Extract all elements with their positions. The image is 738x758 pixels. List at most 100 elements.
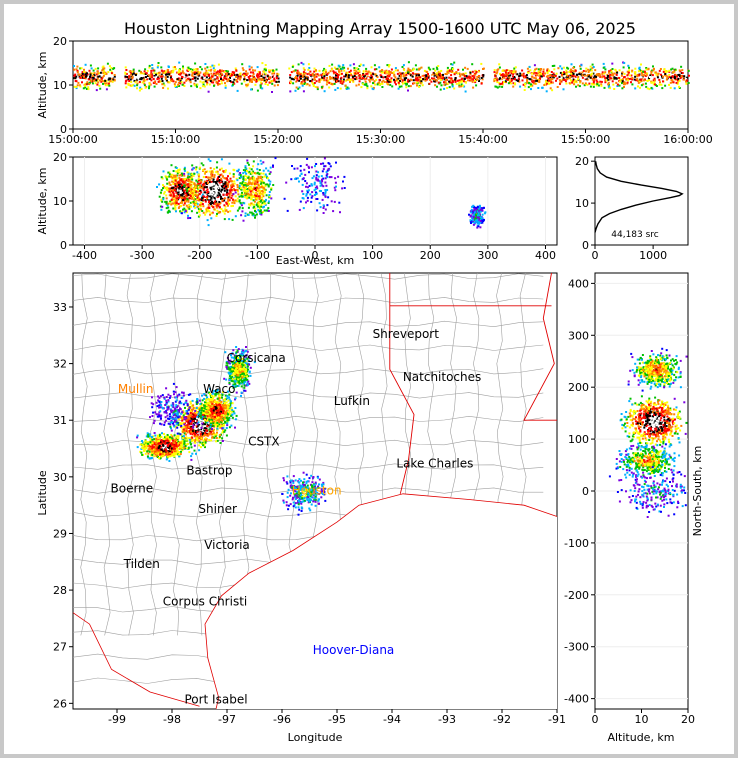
east-west-point: [188, 189, 190, 192]
time-height-point: [151, 67, 154, 70]
east-west-point: [247, 214, 250, 216]
east-west-point: [202, 205, 205, 208]
time-height-point: [156, 72, 159, 75]
east-west-point: [261, 202, 264, 204]
time-height-point: [171, 70, 174, 73]
east-west-point: [195, 190, 198, 193]
time-height-point: [590, 73, 593, 76]
time-height-point: [314, 73, 317, 76]
time-height-point: [459, 75, 462, 78]
time-height-point: [678, 85, 680, 88]
east-west-point: [257, 187, 260, 189]
time-height-point: [176, 78, 179, 81]
time-height-point: [480, 82, 483, 85]
time-height-point: [346, 86, 349, 89]
time-height-point: [134, 81, 137, 84]
east-west-point: [243, 189, 246, 192]
east-west-point: [183, 166, 186, 169]
time-height-point: [102, 82, 104, 85]
time-height-point: [83, 68, 85, 71]
east-west-point: [199, 179, 202, 182]
east-west-point: [164, 175, 167, 178]
figure-svg: Houston Lightning Mapping Array 1500-160…: [36, 19, 713, 744]
time-height-point: [578, 85, 581, 88]
east-west-point: [184, 192, 187, 195]
map-point: [220, 423, 223, 426]
time-height-point: [346, 78, 349, 81]
east-west-point: [258, 204, 261, 207]
east-west-point: [257, 183, 260, 186]
east-west-point: [209, 195, 211, 198]
east-west-point: [202, 187, 205, 190]
time-height-point: [296, 79, 299, 82]
time-height-point: [380, 71, 383, 74]
time-height-point: [153, 72, 156, 75]
east-west-point: [179, 185, 181, 188]
east-west-point: [174, 184, 177, 187]
time-height-point: [364, 80, 367, 83]
east-west-point: [250, 186, 253, 189]
time-height-point: [626, 77, 629, 80]
time-height-point: [136, 84, 139, 87]
east-west-point: [229, 210, 232, 213]
east-west-point: [254, 216, 256, 219]
map-point: [187, 419, 190, 422]
time-height-point: [463, 75, 466, 77]
east-west-point: [246, 195, 249, 198]
time-height-point: [148, 87, 150, 90]
east-west-point: [184, 210, 187, 213]
east-west-point: [242, 184, 245, 187]
time-height-point: [563, 72, 566, 75]
time-height-point: [470, 76, 473, 79]
east-west-point: [320, 190, 322, 192]
map-point: [211, 436, 214, 439]
time-height-point: [448, 80, 451, 83]
east-west-point: [332, 210, 335, 213]
time-height-point: [394, 69, 397, 72]
time-height-point: [231, 71, 234, 74]
map-point: [201, 433, 204, 436]
time-height-point: [153, 80, 156, 83]
time-height-point: [498, 85, 501, 88]
east-west-point: [200, 180, 203, 183]
time-height-point: [676, 75, 679, 78]
time-height-point: [83, 77, 86, 79]
east-west-point: [259, 175, 262, 178]
east-west-point: [190, 185, 193, 188]
time-height-point: [394, 67, 397, 70]
time-height-point: [310, 73, 313, 76]
time-height-point: [482, 67, 485, 70]
east-west-point: [186, 171, 189, 174]
time-height-point: [598, 73, 601, 76]
time-height-point: [627, 64, 630, 67]
map-point: [213, 436, 216, 439]
time-height-point: [203, 85, 206, 88]
time-height-point: [277, 73, 280, 76]
east-west-point: [244, 192, 247, 195]
time-height-point: [92, 69, 95, 72]
time-height-point: [418, 78, 421, 81]
time-height-point: [177, 83, 180, 86]
time-height-point: [528, 65, 531, 68]
east-west-point: [181, 187, 184, 190]
time-height-point: [353, 75, 356, 77]
east-west-point: [178, 194, 181, 197]
time-height-point: [229, 75, 232, 78]
east-west-point: [469, 214, 472, 217]
time-height-point: [84, 77, 87, 80]
time-height-point: [105, 88, 108, 91]
time-height-point: [298, 72, 301, 75]
time-height-point: [269, 77, 272, 80]
time-height-point: [474, 79, 476, 82]
time-height-point: [264, 72, 267, 75]
east-west-point: [225, 188, 228, 191]
east-west-point: [186, 177, 189, 180]
time-height-point: [161, 75, 164, 78]
time-height-point: [99, 87, 102, 90]
east-west-point: [290, 178, 293, 181]
east-west-point: [230, 186, 233, 188]
time-height-point: [199, 80, 202, 83]
time-height-point: [366, 72, 369, 75]
east-west-point: [305, 163, 308, 166]
east-west-point: [170, 198, 173, 201]
